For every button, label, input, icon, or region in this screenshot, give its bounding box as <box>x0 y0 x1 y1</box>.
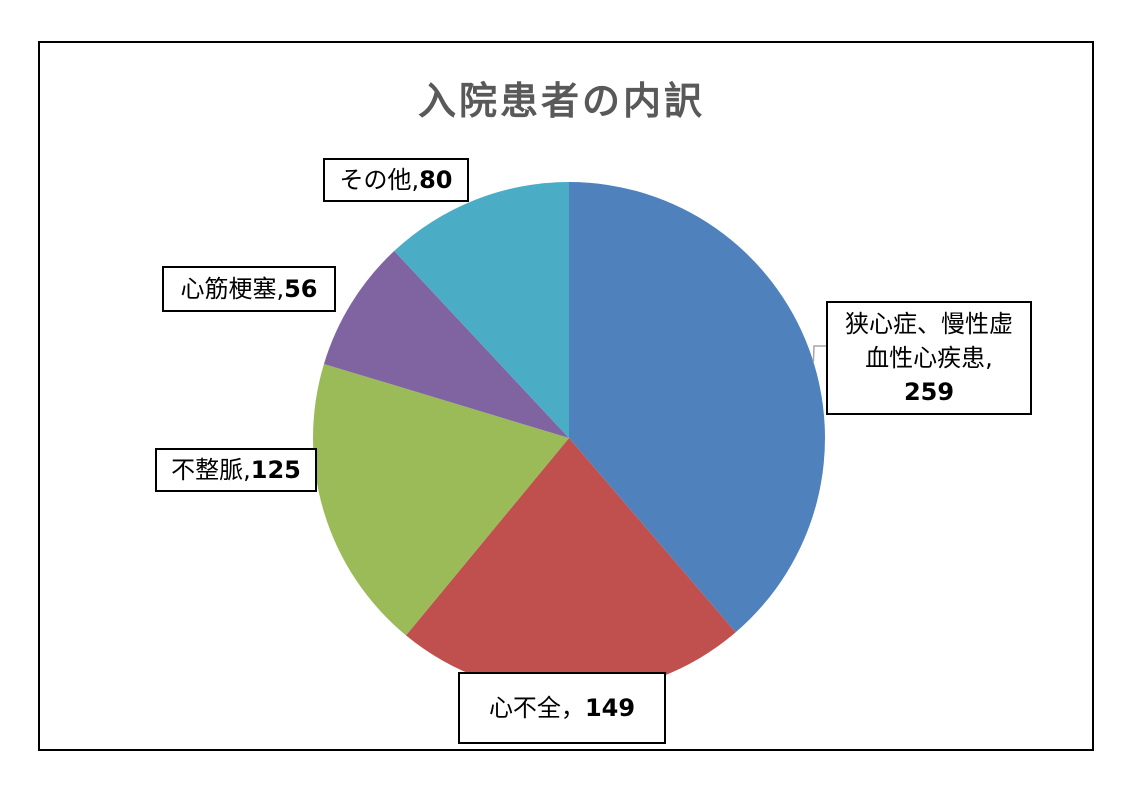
data-label-heart-failure: 心不全， 149 <box>458 672 666 744</box>
chart-title: 入院患者の内訳 <box>417 79 705 123</box>
data-label-angina: 狭心症、慢性虚 血性心疾患, 259 <box>826 301 1032 415</box>
data-label-angina-value: 259 <box>903 378 955 406</box>
pie-slice-other <box>394 182 569 438</box>
data-label-arrhythmia-value: 125 <box>250 456 301 484</box>
leader-line-angina <box>812 345 826 362</box>
data-label-angina-line1: 狭心症、慢性虚 <box>845 310 1013 338</box>
pie-slice-myocardial-infarction <box>323 250 569 438</box>
data-label-myocardial-infarction: 心筋梗塞, 56 <box>162 266 336 312</box>
data-label-angina-line2: 血性心疾患, <box>865 344 993 372</box>
data-label-myocardial-infarction-value: 56 <box>284 275 318 303</box>
data-label-heart-failure-name: 心不全， <box>488 694 585 722</box>
pie-slice-angina <box>569 182 825 633</box>
data-label-other: その他, 80 <box>323 158 469 202</box>
data-label-other-name: その他, <box>339 166 420 194</box>
pie-slice-heart-failure <box>405 438 736 694</box>
data-label-myocardial-infarction-name: 心筋梗塞, <box>180 275 285 303</box>
data-label-other-value: 80 <box>419 166 453 194</box>
data-label-arrhythmia: 不整脈, 125 <box>155 448 317 492</box>
data-label-arrhythmia-name: 不整脈, <box>171 456 251 484</box>
pie-slice-arrhythmia <box>313 363 569 636</box>
data-label-heart-failure-value: 149 <box>584 694 636 722</box>
